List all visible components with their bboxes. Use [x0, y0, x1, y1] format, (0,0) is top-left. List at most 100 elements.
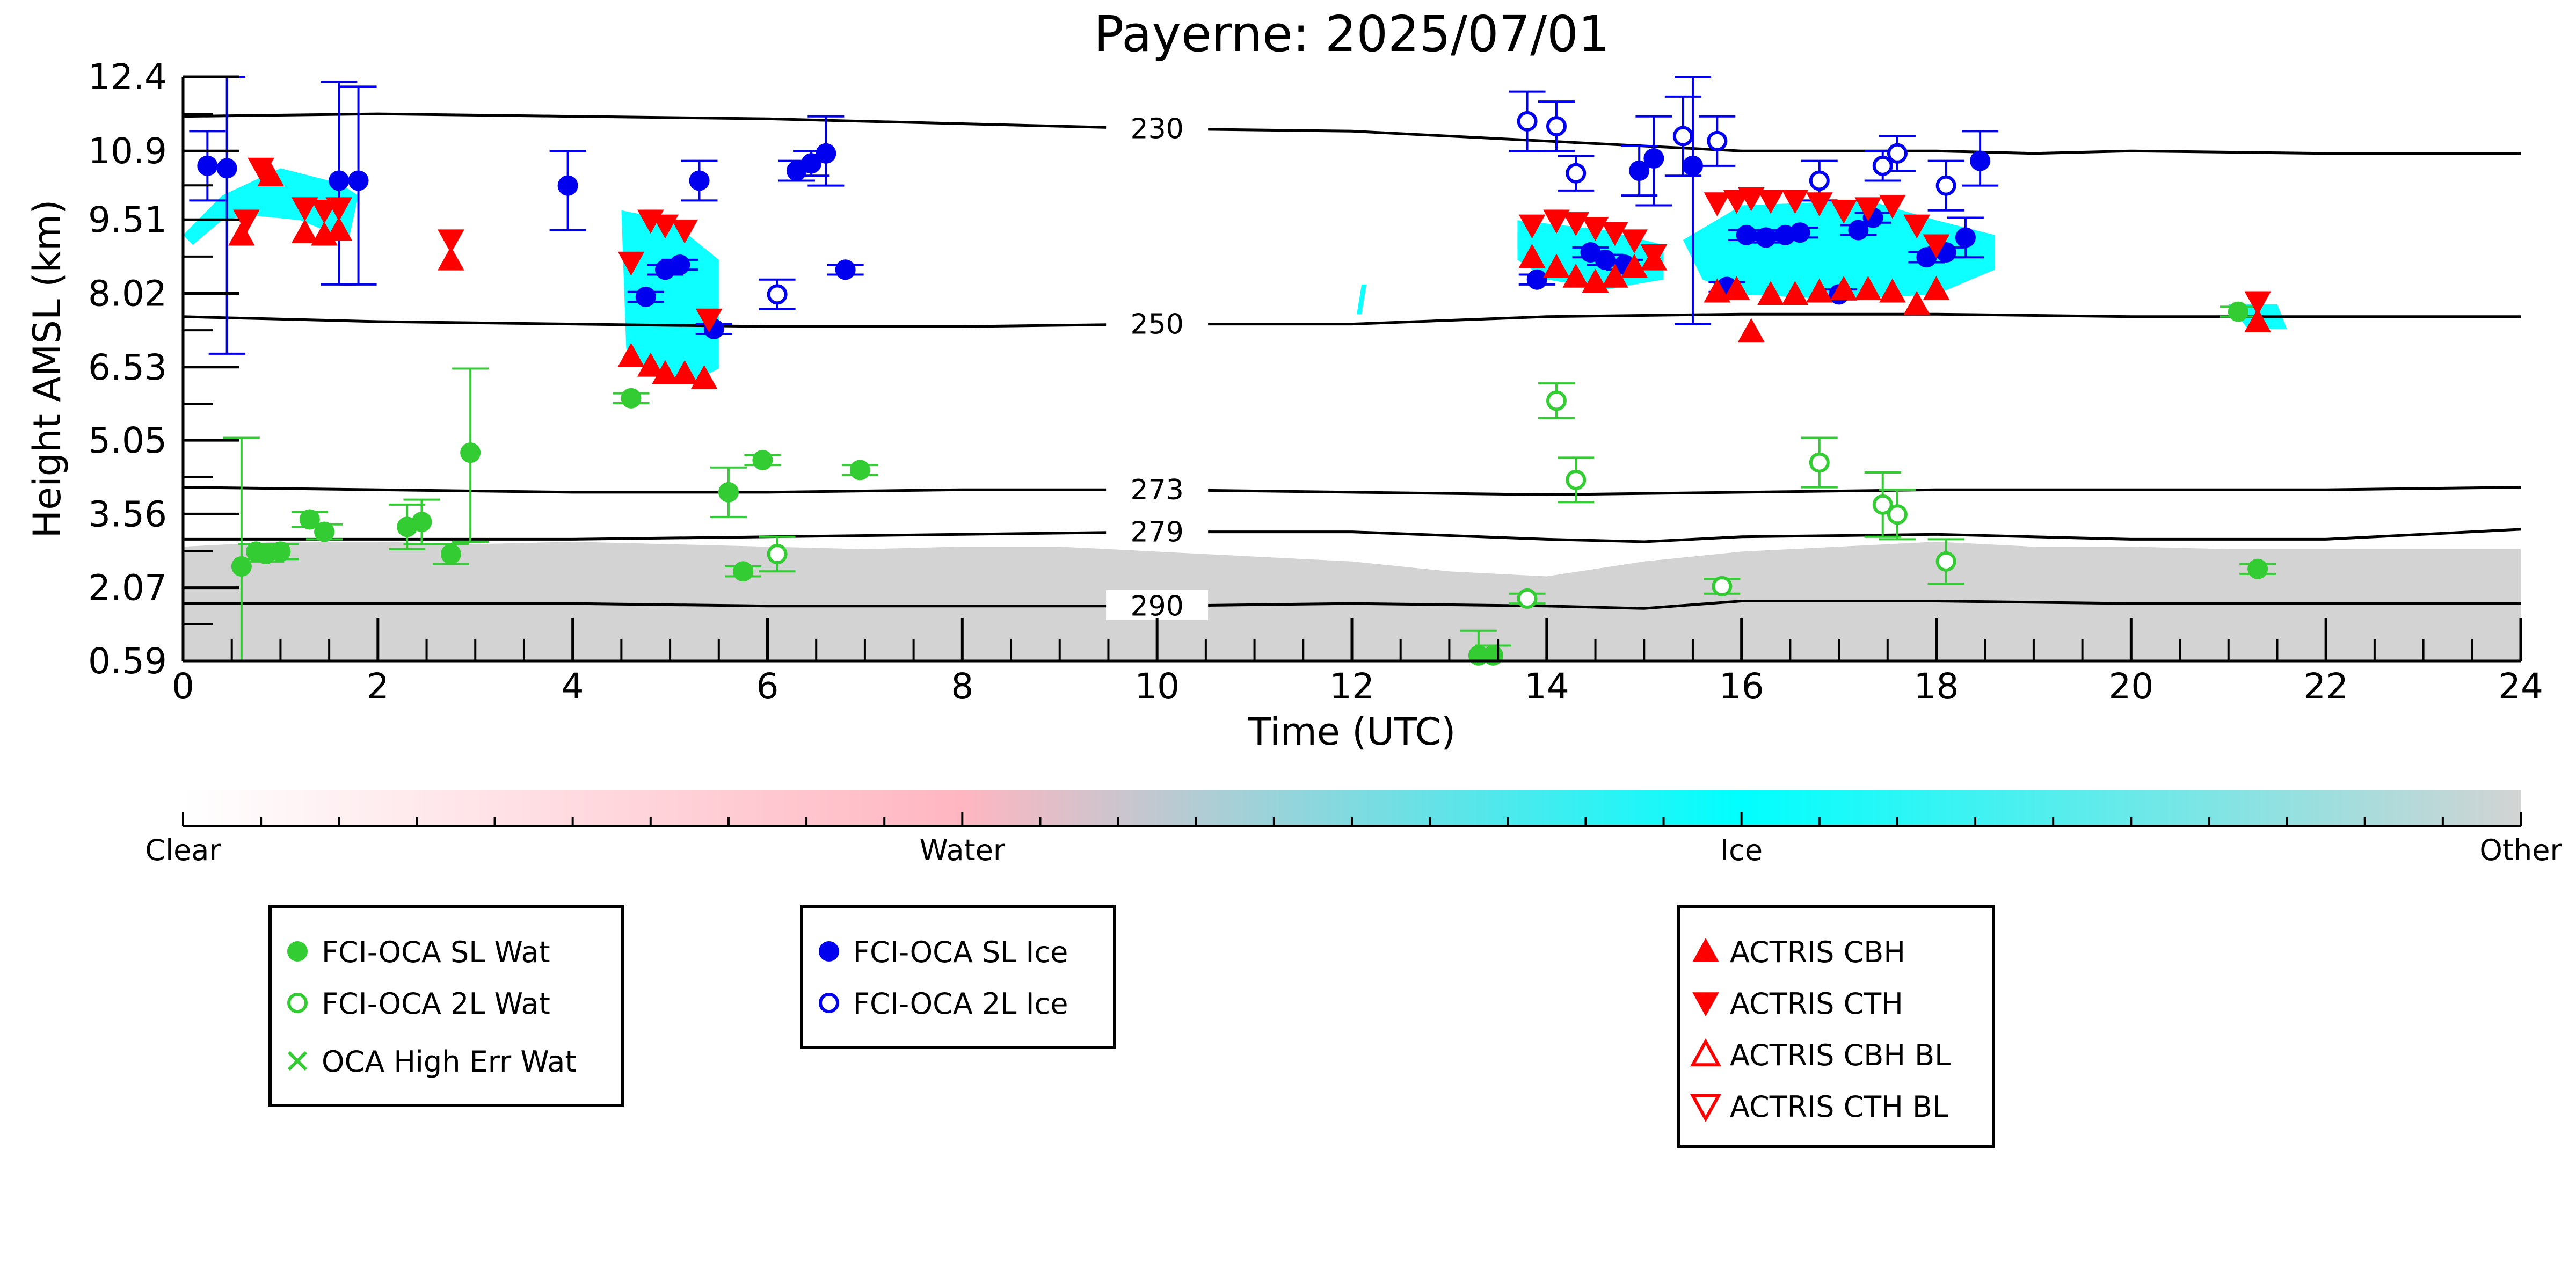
marker-fci-oca-sl-wat-13	[752, 449, 773, 470]
contour-line-273	[183, 486, 2521, 497]
legend-entry-fci-oca-2l-ice: FCI-OCA 2L Ice	[819, 987, 1068, 1021]
marker-fci-oca-2l-ice-0	[767, 284, 788, 305]
marker-fci-oca-2l-wat-1	[1517, 588, 1538, 609]
marker-actris-cth-4	[325, 197, 353, 222]
y-tick-label-12-4: 12.4	[88, 56, 167, 98]
marker-fci-oca-2l-ice-1	[1517, 111, 1538, 132]
marker-fci-oca-2l-ice-5	[1707, 130, 1728, 151]
cloud-region-ice-2	[621, 210, 719, 384]
y-tick-label-6-53: 6.53	[88, 347, 167, 388]
marker-fci-oca-2l-ice-6	[1809, 170, 1830, 191]
contour-label-bg-279	[1106, 515, 1209, 546]
marker-actris-cth-26	[1879, 194, 1906, 219]
x-tick-label-6: 6	[756, 666, 779, 707]
contour-label-bg-290	[1106, 590, 1209, 620]
marker-actris-cbh-18	[1704, 278, 1731, 303]
y-tick-label-5-05: 5.05	[88, 420, 167, 461]
legend-entry-fci-oca-2l-wat: FCI-OCA 2L Wat	[287, 987, 550, 1021]
contour-label-290: 290	[1131, 591, 1184, 623]
marker-actris-cth-18	[1704, 192, 1731, 216]
legend-1: FCI-OCA SL Wat FCI-OCA 2L Wat OCA High Err…	[268, 905, 624, 1107]
contour-line-230	[183, 112, 2521, 155]
legend-label-actris-cth: ACTRIS CTH	[1730, 987, 1903, 1021]
x-tick-label-8: 8	[951, 666, 973, 707]
marker-actris-cbh-12	[1543, 253, 1570, 278]
marker-actris-cth-1	[248, 157, 274, 182]
marker-actris-cth-14	[1582, 217, 1609, 242]
marker-actris-cth-24	[1830, 200, 1858, 224]
marker-fci-oca-sl-wat-5	[314, 521, 335, 542]
legend-entry-actris-cth: ACTRIS CTH	[1692, 987, 1903, 1021]
marker-actris-cth-13	[1562, 212, 1590, 236]
marker-fci-oca-sl-ice-20	[1682, 155, 1703, 176]
marker-actris-cth-8	[652, 214, 679, 239]
legend-label-actris-cbh: ACTRIS CBH	[1730, 935, 1905, 969]
marker-actris-cbh-23	[1806, 278, 1833, 303]
marker-fci-oca-sl-wat-9	[460, 442, 481, 463]
legend-entry-fci-oca-sl-ice: FCI-OCA SL Ice	[819, 935, 1068, 969]
legend-label-actris-cbh-bl: ACTRIS CBH BL	[1730, 1038, 1951, 1072]
x-tick-label-12: 12	[1329, 666, 1374, 707]
marker-actris-cth-23	[1806, 192, 1833, 216]
contour-label-250: 250	[1131, 309, 1184, 341]
marker-actris-cbh-24	[1830, 276, 1858, 300]
marker-fci-oca-2l-wat-5	[1809, 452, 1830, 473]
marker-fci-oca-sl-ice-19	[1643, 148, 1664, 169]
marker-actris-cbh-28	[1923, 276, 1950, 300]
legend-label-oca-high-err-wat: OCA High Err Wat	[322, 1045, 577, 1079]
marker-actris-cbh-9	[671, 360, 698, 384]
legend-marker-actris-cth	[1692, 992, 1719, 1017]
marker-fci-oca-2l-wat-0	[767, 544, 788, 565]
legend-frame	[1677, 905, 1995, 1148]
marker-actris-cth-27	[1903, 214, 1931, 239]
legend-marker-oca-high-err-wat	[287, 1051, 308, 1071]
colorbar-label-ice: Ice	[1720, 833, 1763, 867]
marker-fci-oca-2l-ice-4	[1672, 126, 1693, 147]
series-fci-oca-2l-wat	[767, 390, 1956, 609]
marker-actris-cbh-13	[1562, 264, 1590, 288]
marker-fci-oca-sl-ice-14	[1526, 269, 1547, 290]
contour-label-273: 273	[1131, 474, 1184, 506]
marker-fci-oca-sl-ice-16	[1595, 249, 1616, 270]
marker-fci-oca-sl-wat-10	[621, 388, 642, 409]
marker-actris-cbh-19	[1723, 276, 1750, 300]
x-tick-label-2: 2	[367, 666, 389, 707]
marker-actris-cth-12	[1543, 209, 1570, 234]
marker-fci-oca-2l-wat-2	[1546, 390, 1567, 411]
y-tick-label-8-02: 8.02	[88, 273, 167, 315]
contour-label-bg-273	[1106, 474, 1209, 504]
marker-fci-oca-sl-ice-0	[197, 155, 218, 176]
legend-marker-fci-oca-sl-ice	[819, 941, 839, 962]
marker-fci-oca-sl-ice-29	[1916, 247, 1937, 268]
marker-fci-oca-2l-ice-3	[1566, 163, 1587, 184]
marker-actris-cth-5	[438, 229, 464, 254]
marker-fci-oca-sl-ice-2	[329, 170, 350, 191]
marker-actris-cbh-16	[1621, 253, 1648, 278]
contour-label-230: 230	[1131, 113, 1184, 145]
marker-actris-cth-28	[1923, 234, 1950, 259]
legend-2: FCI-OCA SL Ice FCI-OCA 2L Ice	[800, 905, 1116, 1049]
marker-actris-cth-6	[617, 251, 645, 276]
marker-actris-cbh-27	[1903, 290, 1931, 315]
x-tick-label-16: 16	[1719, 666, 1764, 707]
marker-actris-cth-16	[1621, 229, 1648, 254]
marker-fci-oca-sl-ice-11	[801, 153, 822, 174]
cloud-region-ice-1	[183, 168, 359, 245]
axes: 0 2 4 6 8 10 12 14 16 18 20 22 240.592.073.565.056.5…	[88, 56, 2543, 707]
colorbar-label-water: Water	[920, 833, 1006, 867]
marker-actris-cbh-2	[291, 219, 318, 243]
x-tick-label-14: 14	[1524, 666, 1569, 707]
colorbar-label-clear: Clear	[145, 833, 221, 867]
marker-fci-oca-2l-ice-7	[1872, 155, 1893, 176]
contour-label-bg-230	[1106, 112, 1209, 143]
legend-marker-actris-cth-bl	[1690, 1094, 1722, 1123]
legend-marker-fci-oca-sl-wat	[287, 941, 308, 962]
marker-fci-oca-sl-ice-3	[348, 170, 369, 191]
y-tick-label-10-9: 10.9	[88, 130, 167, 172]
contour-line-250	[183, 312, 2521, 328]
marker-actris-cbh-4	[325, 216, 353, 241]
legend-label-fci-oca-sl-ice: FCI-OCA SL Ice	[853, 935, 1068, 969]
x-tick-label-4: 4	[562, 666, 584, 707]
marker-actris-cbh-29	[2244, 308, 2272, 332]
x-tick-label-22: 22	[2303, 666, 2348, 707]
